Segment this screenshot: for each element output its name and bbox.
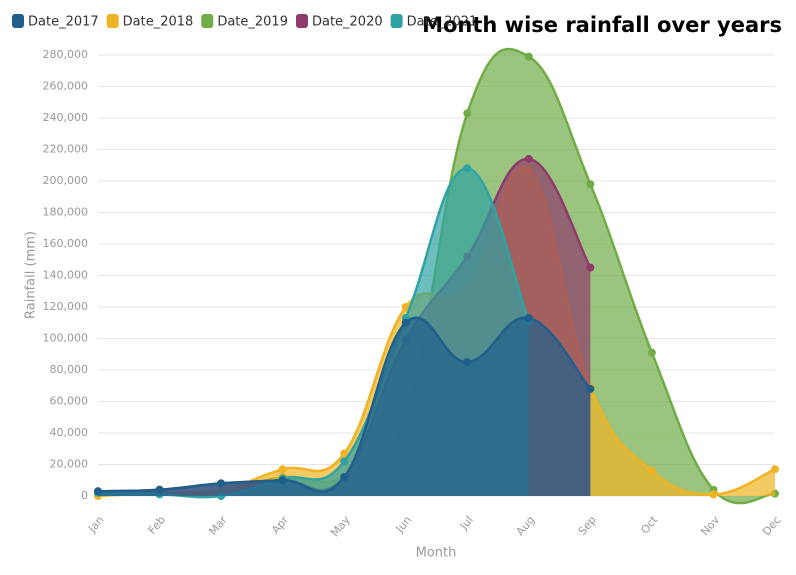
legend-label: Date_2018 bbox=[123, 15, 194, 30]
y-tick-label: 80,000 bbox=[50, 363, 89, 376]
x-tick-label: Jul bbox=[457, 514, 476, 533]
y-tick-label: 20,000 bbox=[50, 458, 89, 471]
x-axis-label: Month bbox=[416, 546, 457, 561]
legend-label: Date_2019 bbox=[217, 15, 288, 30]
x-tick-label: Dec bbox=[760, 514, 784, 539]
legend-label: Date_2020 bbox=[312, 15, 383, 30]
y-axis-label: Rainfall (mm) bbox=[24, 231, 39, 319]
point bbox=[524, 154, 533, 163]
point bbox=[340, 473, 349, 482]
line bbox=[97, 316, 592, 493]
point bbox=[463, 109, 472, 118]
y-tick-label: 220,000 bbox=[43, 143, 89, 156]
x-tick-label: Aug bbox=[514, 514, 538, 539]
point bbox=[278, 465, 287, 474]
y-tick-label: 240,000 bbox=[43, 111, 89, 124]
x-tick-label: May bbox=[328, 513, 353, 539]
x-tick-label: Jan bbox=[85, 513, 107, 535]
chart-title: Month wise rainfall over years bbox=[422, 13, 782, 37]
x-tick-label: Sep bbox=[576, 513, 599, 537]
point bbox=[217, 479, 226, 488]
point bbox=[401, 318, 410, 327]
legend-swatch bbox=[201, 14, 214, 28]
point bbox=[647, 466, 656, 475]
y-tick-label: 160,000 bbox=[43, 237, 89, 250]
y-tick-label: 100,000 bbox=[43, 332, 89, 345]
point bbox=[586, 263, 595, 272]
legend-label: Date_2017 bbox=[28, 15, 99, 30]
point bbox=[340, 457, 349, 466]
point bbox=[94, 487, 102, 496]
x-tick-label: Oct bbox=[638, 513, 661, 536]
point bbox=[155, 485, 164, 494]
legend-label: Date_2021 bbox=[407, 15, 478, 30]
y-tick-label: 280,000 bbox=[43, 48, 89, 61]
legend-swatch bbox=[12, 14, 24, 28]
y-tick-label: 140,000 bbox=[43, 269, 89, 282]
y-tick-label: 180,000 bbox=[43, 206, 89, 219]
legend-swatch bbox=[106, 14, 119, 28]
point bbox=[278, 476, 287, 485]
x-tick-label: Feb bbox=[146, 513, 168, 536]
point bbox=[524, 52, 533, 61]
point bbox=[647, 348, 656, 357]
y-tick-label: 120,000 bbox=[43, 300, 89, 313]
y-tick-label: 200,000 bbox=[43, 174, 89, 187]
legend-swatch bbox=[390, 14, 403, 28]
y-tick-label: 40,000 bbox=[50, 426, 89, 439]
point bbox=[709, 490, 718, 499]
point bbox=[524, 314, 533, 323]
point bbox=[463, 164, 472, 173]
x-tick-label: Apr bbox=[269, 513, 291, 536]
point bbox=[463, 358, 472, 367]
x-tick-label: Nov bbox=[698, 513, 722, 538]
y-tick-label: 0 bbox=[81, 489, 88, 502]
y-tick-label: 260,000 bbox=[43, 80, 89, 93]
point bbox=[586, 180, 595, 189]
x-tick-label: Jun bbox=[393, 513, 415, 535]
x-tick-label: Mar bbox=[206, 513, 230, 538]
point bbox=[586, 384, 595, 393]
point bbox=[401, 303, 410, 311]
y-tick-label: 60,000 bbox=[50, 395, 89, 408]
point bbox=[340, 449, 349, 458]
point bbox=[771, 465, 779, 474]
legend-swatch bbox=[295, 14, 308, 28]
